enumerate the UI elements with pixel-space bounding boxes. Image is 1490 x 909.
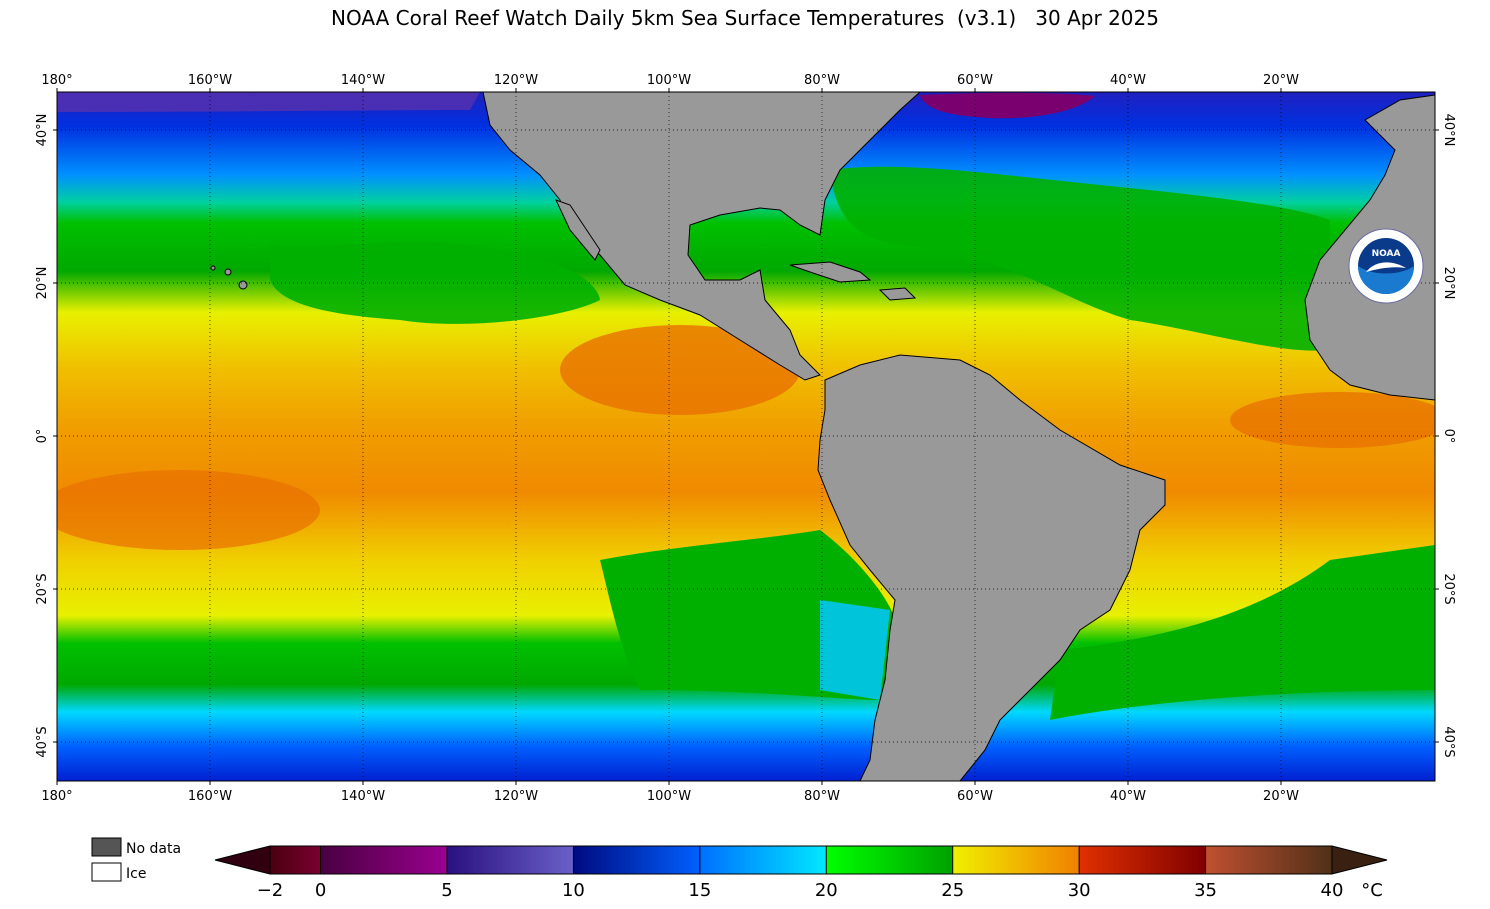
graticule	[57, 92, 1435, 781]
colorbar: −2 0 5 10 15 20 25 30 35 40 °C	[214, 845, 1388, 901]
lon-label-20w: 20°W	[1263, 789, 1299, 804]
lon-label-20w: 20°W	[1263, 73, 1299, 88]
lon-label-180: 180°	[41, 789, 72, 804]
lon-labels-top: 180° 160°W 140°W 120°W 100°W 80°W 60°W 4…	[41, 73, 1299, 88]
lon-label-140w: 140°W	[341, 73, 385, 88]
lat-label-20s: 20°S	[35, 573, 50, 604]
lat-labels-left: 40°N 20°N 0° 20°S 40°S	[35, 114, 50, 758]
lon-label-160w: 160°W	[188, 73, 232, 88]
colorbar-tick-label: 20	[815, 880, 838, 901]
lat-label-40n: 40°N	[35, 114, 50, 147]
south-america-landmass	[817, 354, 1166, 781]
lon-label-120w: 120°W	[494, 73, 538, 88]
colorbar-tick-label: 25	[941, 880, 964, 901]
colorbar-tick-label: 40	[1321, 880, 1344, 901]
lon-label-40w: 40°W	[1110, 73, 1146, 88]
colorbar-tick-label: 35	[1194, 880, 1217, 901]
colorbar-min-extend	[214, 845, 271, 875]
lat-labels-right: 40°N 20°N 0° 20°S 40°S	[1441, 114, 1456, 758]
lon-label-60w: 60°W	[957, 789, 993, 804]
colorbar-tick-label: 0	[315, 880, 326, 901]
colorbar-tick-label: −2	[257, 880, 284, 901]
colorbar-unit: °C	[1361, 880, 1383, 901]
noaa-logo-text: NOAA	[1372, 249, 1401, 259]
lat-label-20s: 20°S	[1441, 573, 1456, 604]
colorbar-tick-label: 10	[562, 880, 585, 901]
lon-label-100w: 100°W	[647, 73, 691, 88]
colorbar-tick-label: 30	[1068, 880, 1091, 901]
mask-legend: No data Ice	[91, 837, 181, 882]
lon-labels-bottom: 180° 160°W 140°W 120°W 100°W 80°W 60°W 4…	[41, 789, 1299, 804]
ice-swatch	[91, 862, 122, 882]
nodata-swatch	[91, 837, 122, 857]
lat-label-40s: 40°S	[1441, 726, 1456, 757]
noaa-logo: NOAA	[1348, 228, 1424, 304]
lat-label-40s: 40°S	[35, 726, 50, 757]
lon-label-120w: 120°W	[494, 789, 538, 804]
lon-label-80w: 80°W	[804, 73, 840, 88]
map-title: NOAA Coral Reef Watch Daily 5km Sea Surf…	[331, 6, 1159, 30]
lat-label-0: 0°	[35, 429, 50, 444]
ice-label: Ice	[126, 866, 146, 882]
lon-label-60w: 60°W	[957, 73, 993, 88]
lat-label-0: 0°	[1441, 429, 1456, 444]
lon-label-100w: 100°W	[647, 789, 691, 804]
lon-label-40w: 40°W	[1110, 789, 1146, 804]
lon-label-140w: 140°W	[341, 789, 385, 804]
colorbar-tick-label: 15	[688, 880, 711, 901]
lat-label-20n: 20°N	[1441, 267, 1456, 300]
lon-label-180: 180°	[41, 73, 72, 88]
colorbar-gradient	[269, 845, 1333, 875]
lon-label-80w: 80°W	[804, 789, 840, 804]
colorbar-max-extend	[1331, 845, 1388, 875]
tick-marks	[53, 88, 1439, 785]
lon-label-160w: 160°W	[188, 789, 232, 804]
colorbar-tick-label: 5	[441, 880, 452, 901]
lat-label-20n: 20°N	[35, 267, 50, 300]
nodata-label: No data	[126, 841, 181, 857]
lat-label-40n: 40°N	[1441, 114, 1456, 147]
